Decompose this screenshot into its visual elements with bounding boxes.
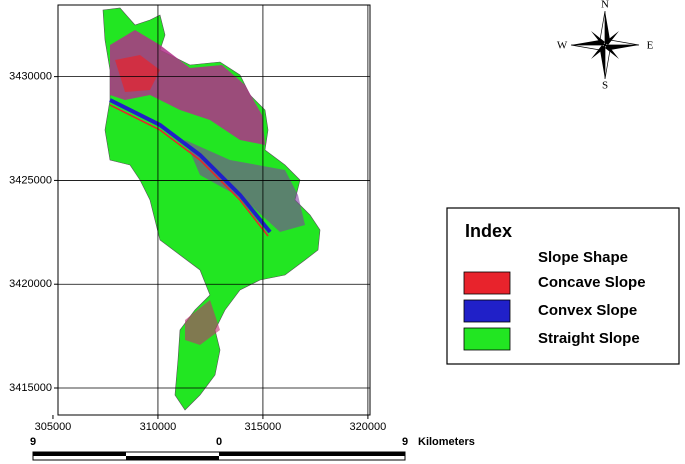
- x-tick-label: 310000: [140, 421, 177, 433]
- legend: Index Slope Shape Concave Slope Convex Sl…: [446, 207, 680, 365]
- y-tick-label: 3415000: [9, 382, 52, 394]
- legend-title: Index: [465, 221, 512, 241]
- x-tick-label: 305000: [35, 421, 72, 433]
- y-tick-label: 3420000: [9, 278, 52, 290]
- x-tick-label: 315000: [245, 421, 282, 433]
- legend-label: Concave Slope: [538, 274, 646, 291]
- compass-s: S: [602, 80, 608, 92]
- scale-bar: 9 0 9 Kilometers: [30, 436, 475, 461]
- legend-swatch: [463, 327, 511, 351]
- legend-subtitle: Slope Shape: [538, 249, 628, 266]
- legend-label: Convex Slope: [538, 302, 637, 319]
- compass-w: W: [557, 40, 568, 52]
- legend-label: Straight Slope: [538, 330, 640, 347]
- compass-e: E: [647, 40, 654, 52]
- scale-right: 9: [402, 436, 408, 448]
- scale-middle: 0: [216, 436, 222, 448]
- legend-swatch: [463, 271, 511, 295]
- study-area: [102, 7, 321, 411]
- x-tick-label: 320000: [350, 421, 387, 433]
- compass-n: N: [601, 0, 609, 11]
- y-tick-label: 3430000: [9, 71, 52, 83]
- legend-swatch: [463, 299, 511, 323]
- map-frame: [57, 4, 371, 416]
- y-tick-label: 3425000: [9, 174, 52, 186]
- scale-unit: Kilometers: [418, 436, 475, 448]
- scale-left: 9: [30, 436, 36, 448]
- compass: N S E W: [557, 0, 654, 92]
